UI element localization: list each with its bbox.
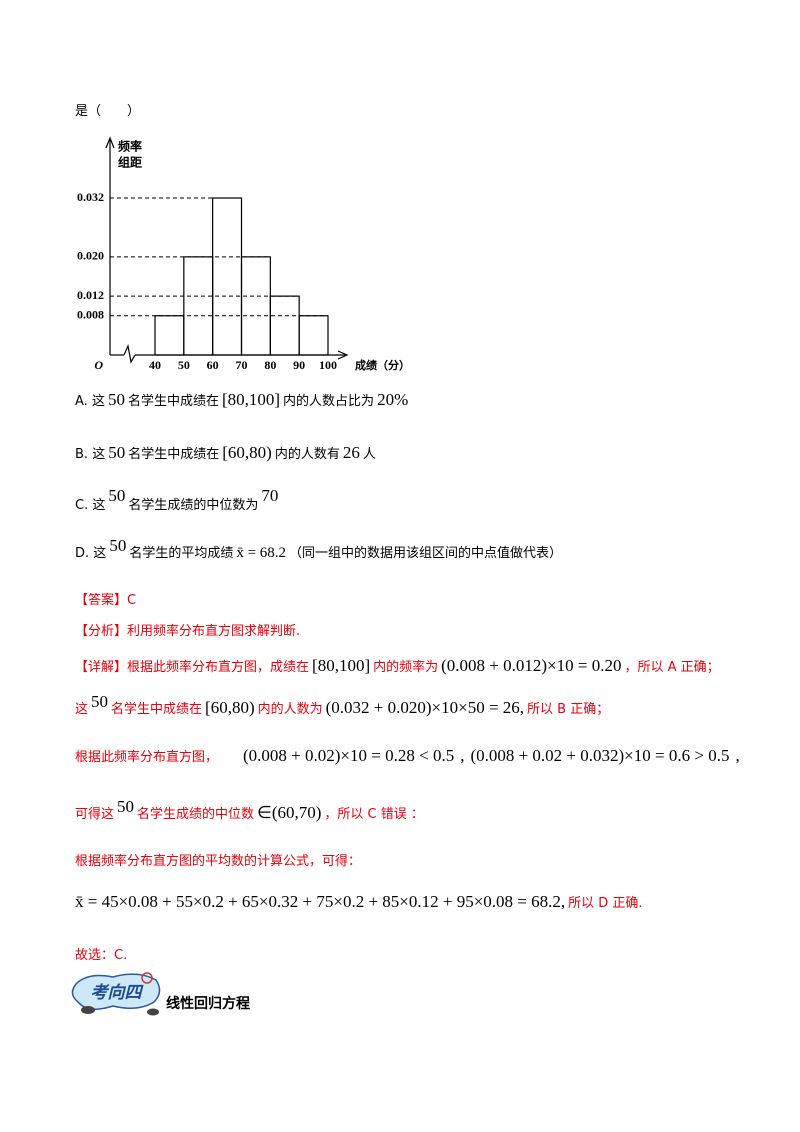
- math: ,: [735, 746, 740, 765]
- x-tick-label: 100: [319, 358, 337, 372]
- math: ∈(60,70): [257, 803, 322, 822]
- option-label: A.: [75, 394, 88, 409]
- y-tick-label: 0.020: [77, 249, 104, 263]
- text: 可得这: [75, 807, 115, 822]
- tag: 【详解】: [75, 660, 128, 675]
- text: 人: [362, 447, 376, 462]
- text: 名学生的平均成绩: [129, 546, 234, 561]
- badge-text: 考向四: [91, 983, 145, 1002]
- option-label: B.: [75, 447, 89, 462]
- x-tick-label: 80: [264, 358, 276, 372]
- detail-line: x̄ = 45×0.08 + 55×0.2 + 65×0.32 + 75×0.2…: [75, 892, 643, 912]
- text: 名学生中成绩在: [127, 394, 219, 409]
- bar: [240, 256, 271, 356]
- math: 50: [108, 443, 126, 462]
- math: [80,100]: [221, 390, 281, 409]
- bar: [154, 315, 185, 356]
- section-badge: 考向四: [71, 972, 161, 1016]
- text: 名学生成绩的中位数: [137, 807, 255, 822]
- math: (0.008 + 0.02 + 0.032)×10 = 0.6 > 0.5: [470, 746, 730, 765]
- math: x̄ = 45×0.08 + 55×0.2 + 65×0.32 + 75×0.2…: [75, 892, 566, 911]
- math: 50: [109, 536, 127, 555]
- x-tick-label: 60: [207, 358, 219, 372]
- option: C. 这 50 名学生成绩的中位数为 70: [75, 486, 281, 514]
- text: 所以 B 正确；: [527, 702, 610, 717]
- answer: 【答案】 C: [75, 589, 136, 608]
- math: (0.008 + 0.012)×10 = 0.20: [441, 656, 622, 675]
- option-label: D.: [75, 546, 90, 561]
- math: 50: [108, 486, 126, 505]
- text: 这: [75, 702, 89, 717]
- x-tick-label: 40: [149, 358, 161, 372]
- text: （同一组中的数据用该组区间的中点值做代表）: [289, 546, 563, 561]
- x-tick-label: 50: [178, 358, 190, 372]
- option: D. 这 50 名学生的平均成绩 x̄ = 68.2 （同一组中的数据用该组区间的中点值…: [75, 536, 563, 562]
- x-tick-label: 70: [236, 358, 248, 372]
- text: 根据频率分布直方图的平均数的计算公式，可得：: [75, 854, 362, 869]
- option: A. 这 50 名学生中成绩在 [80,100] 内的人数占比为 20%: [75, 390, 411, 410]
- detail-line: 可得这 50 名学生成绩的中位数 ∈(60,70) ，所以 C 错误 ：: [75, 797, 424, 823]
- x-label: 成绩（分）: [355, 358, 410, 372]
- analysis: 【分析】 利用频率分布直方图求解判断.: [75, 620, 300, 639]
- text: 根据此频率分布直方图，: [75, 750, 219, 765]
- text: 名学生中成绩在: [111, 702, 203, 717]
- analysis-text: 利用频率分布直方图求解判断.: [127, 624, 301, 639]
- bar: [212, 197, 243, 356]
- answer-text: C: [127, 593, 137, 608]
- bar: [183, 256, 214, 356]
- math: ,: [460, 746, 465, 765]
- math: 20%: [377, 390, 409, 409]
- math: 70: [261, 486, 279, 505]
- y-tick-label: 0.032: [77, 190, 104, 204]
- math: 50: [91, 692, 109, 711]
- option-label: C.: [75, 498, 89, 513]
- math: (0.008 + 0.02)×10 = 0.28 < 0.5: [243, 746, 455, 765]
- bar: [269, 295, 300, 356]
- tag: 【答案】: [75, 593, 128, 608]
- histogram: 频率 组距 O 成绩（分） 0.032 0.020 0.012 0.008 40 50 60…: [77, 136, 410, 372]
- math: [80,100]: [312, 656, 371, 675]
- text: 这: [91, 394, 105, 409]
- text: 名学生中成绩在: [128, 447, 220, 462]
- text: 这: [92, 447, 106, 462]
- text: ，所以 A 正确；: [624, 660, 720, 675]
- text: 内的频率为: [373, 660, 439, 675]
- text: 根据此频率分布直方图，成绩在: [127, 660, 310, 675]
- conclusion: 故选：C.: [75, 948, 128, 963]
- question-tail: 是（ ）: [75, 104, 141, 119]
- y-label: 频率: [118, 139, 142, 154]
- x-tick-label: 90: [293, 358, 305, 372]
- math: 26: [342, 443, 360, 462]
- tag: 【分析】: [75, 624, 128, 639]
- math: 50: [107, 390, 125, 409]
- section-title: 线性回归方程: [166, 996, 250, 1012]
- text: ，所以 C 错误 ：: [324, 807, 424, 822]
- text: 内的人数占比为: [283, 394, 375, 409]
- detail-line: 这 50 名学生中成绩在 [60,80) 内的人数为 (0.032 + 0.020)×10…: [75, 692, 610, 718]
- y-label: 组距: [118, 155, 142, 170]
- text: 这: [92, 498, 106, 513]
- y-tick-label: 0.012: [77, 288, 104, 302]
- text: 内的人数有: [274, 447, 340, 462]
- y-tick-label: 0.008: [77, 308, 104, 322]
- bar: [298, 315, 329, 356]
- origin: O: [94, 358, 103, 372]
- detail-line: 根据频率分布直方图的平均数的计算公式，可得：: [75, 850, 361, 869]
- math: [60,80): [222, 443, 272, 462]
- math: [60,80): [205, 698, 255, 717]
- detail-line: 【详解】 根据此频率分布直方图，成绩在 [80,100] 内的频率为 (0.008 + …: [75, 656, 720, 676]
- detail-line: 根据此频率分布直方图， (0.008 + 0.02)×10 = 0.28 < 0.…: [75, 746, 743, 766]
- text: 名学生成绩的中位数为: [128, 498, 259, 513]
- math: 50: [117, 797, 135, 816]
- math: (0.032 + 0.020)×10×50 = 26,: [325, 698, 525, 717]
- axes: [105, 136, 349, 364]
- text: 这: [93, 546, 107, 561]
- text: 所以 D 正确.: [568, 896, 643, 911]
- text: 内的人数为: [257, 702, 323, 717]
- math: x̄ = 68.2: [236, 545, 287, 561]
- option: B. 这 50 名学生中成绩在 [60,80) 内的人数有 26 人: [75, 443, 376, 463]
